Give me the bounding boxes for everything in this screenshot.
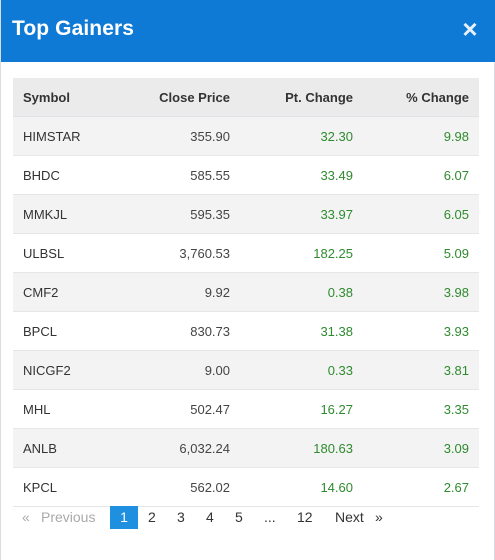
cell-pt-change: 182.25 [313, 245, 353, 261]
cell-close-price: 6,032.24 [179, 440, 230, 456]
cell-symbol: MMKJL [23, 206, 68, 222]
prev-arrow: « [22, 509, 30, 525]
cell-symbol: HIMSTAR [23, 128, 81, 144]
page-1-button[interactable]: 1 [110, 506, 138, 529]
cell-close-price: 3,760.53 [179, 245, 230, 261]
cell-pct-change: 9.98 [443, 128, 469, 144]
table-body: HIMSTAR 355.90 32.30 9.98 BHDC 585.55 33.49 6.0… [13, 117, 479, 507]
cell-pt-change: 14.60 [320, 479, 353, 495]
table-row[interactable]: MHL 502.47 16.27 3.35 [13, 390, 479, 429]
cell-symbol: BHDC [23, 167, 60, 183]
table-row[interactable]: MMKJL 595.35 33.97 6.05 [13, 195, 479, 234]
next-button[interactable]: Next [335, 509, 364, 525]
cell-pt-change: 0.33 [327, 362, 353, 378]
column-header-pt-change: Pt. Change [285, 89, 353, 105]
table-row[interactable]: CMF2 9.92 0.38 3.98 [13, 273, 479, 312]
cell-pct-change: 3.93 [443, 323, 469, 339]
pagination: « Previous 1 2 3 4 5 ... 12 Next » [1, 506, 495, 530]
cell-pct-change: 3.81 [443, 362, 469, 378]
cell-pt-change: 31.38 [320, 323, 353, 339]
cell-pct-change: 6.07 [443, 167, 469, 183]
table-row[interactable]: NICGF2 9.00 0.33 3.81 [13, 351, 479, 390]
page-12-button[interactable]: 12 [297, 509, 313, 525]
cell-close-price: 9.00 [204, 362, 230, 378]
table-row[interactable]: ULBSL 3,760.53 182.25 5.09 [13, 234, 479, 273]
cell-symbol: CMF2 [23, 284, 59, 300]
cell-symbol: MHL [23, 401, 51, 417]
cell-pct-change: 3.35 [443, 401, 469, 417]
cell-pct-change: 3.09 [443, 440, 469, 456]
cell-pt-change: 16.27 [320, 401, 353, 417]
cell-close-price: 830.73 [190, 323, 230, 339]
table-row[interactable]: BPCL 830.73 31.38 3.93 [13, 312, 479, 351]
cell-pct-change: 2.67 [443, 479, 469, 495]
page-4-button[interactable]: 4 [206, 509, 214, 525]
close-icon[interactable]: × [462, 14, 478, 44]
page-2-button[interactable]: 2 [148, 509, 156, 525]
cell-pct-change: 6.05 [443, 206, 469, 222]
previous-button: Previous [41, 509, 96, 525]
cell-pt-change: 32.30 [320, 128, 353, 144]
cell-symbol: ULBSL [23, 245, 65, 261]
cell-pct-change: 5.09 [443, 245, 469, 261]
cell-close-price: 502.47 [190, 401, 230, 417]
next-arrow[interactable]: » [375, 509, 383, 525]
cell-close-price: 585.55 [190, 167, 230, 183]
page-3-button[interactable]: 3 [177, 509, 185, 525]
column-header-symbol: Symbol [23, 89, 70, 105]
table-row[interactable]: ANLB 6,032.24 180.63 3.09 [13, 429, 479, 468]
gainers-table: Symbol Close Price Pt. Change % Change H… [13, 78, 479, 507]
cell-symbol: NICGF2 [23, 362, 71, 378]
cell-pct-change: 3.98 [443, 284, 469, 300]
cell-symbol: ANLB [23, 440, 57, 456]
cell-close-price: 355.90 [190, 128, 230, 144]
pagination-ellipsis: ... [264, 509, 276, 525]
cell-close-price: 9.92 [204, 284, 230, 300]
cell-pt-change: 0.38 [327, 284, 353, 300]
modal-title: Top Gainers [12, 17, 135, 40]
cell-pt-change: 33.49 [320, 167, 353, 183]
table-header: Symbol Close Price Pt. Change % Change [13, 78, 479, 117]
table-row[interactable]: KPCL 562.02 14.60 2.67 [13, 468, 479, 507]
cell-close-price: 562.02 [190, 479, 230, 495]
column-header-pct-change: % Change [406, 89, 469, 105]
cell-pt-change: 33.97 [320, 206, 353, 222]
table-row[interactable]: HIMSTAR 355.90 32.30 9.98 [13, 117, 479, 156]
cell-pt-change: 180.63 [313, 440, 353, 456]
cell-symbol: BPCL [23, 323, 57, 339]
cell-symbol: KPCL [23, 479, 57, 495]
table-row[interactable]: BHDC 585.55 33.49 6.07 [13, 156, 479, 195]
cell-close-price: 595.35 [190, 206, 230, 222]
modal-header: Top Gainers × [1, 0, 495, 62]
column-header-close-price: Close Price [159, 89, 230, 105]
page-5-button[interactable]: 5 [235, 509, 243, 525]
